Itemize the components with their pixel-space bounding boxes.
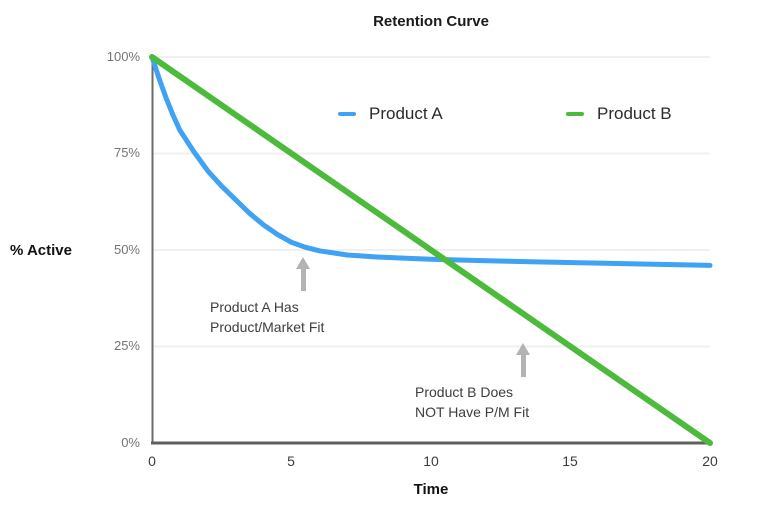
product-b-legend-swatch [566,112,584,116]
arrow-stem [300,269,306,291]
x-tick-15: 15 [562,453,578,469]
arrow-head [296,257,310,269]
arrow-up-icon [516,343,530,377]
y-tick-100: 100% [106,49,140,64]
annotation-line: Product B Does [415,384,514,400]
chart-title: Retention Curve [373,13,489,30]
product-b-legend-label: Product B [597,104,672,123]
x-tick-5: 5 [287,453,295,469]
annotation-line: Product A Has [210,299,299,315]
arrow-head [516,343,530,355]
x-tick-10: 10 [423,453,439,469]
y-tick-50: 50% [113,242,140,257]
product-a-legend-label: Product A [369,104,443,123]
y-tick-25: 25% [113,338,140,353]
legend-item-product-a: Product A [338,104,443,124]
annotation-line: Product/Market Fit [210,319,325,335]
y-axis-title: % Active [10,242,72,259]
arrow-up-icon [296,257,310,291]
annotation-product-a: Product A Has Product/Market Fit [210,297,324,337]
x-tick-20: 20 [702,453,718,469]
annotation-line: NOT Have P/M Fit [415,404,530,420]
x-axis-title: Time [413,481,449,498]
legend-item-product-b: Product B [566,104,672,124]
x-tick-0: 0 [148,453,156,469]
annotation-product-b: Product B Does NOT Have P/M Fit [415,382,529,422]
arrow-stem [520,355,526,377]
y-tick-75: 75% [113,145,140,160]
product-a-line [149,54,713,268]
product-a-legend-swatch [338,112,356,116]
y-tick-0: 0% [121,435,140,450]
product-b-line [149,54,713,446]
